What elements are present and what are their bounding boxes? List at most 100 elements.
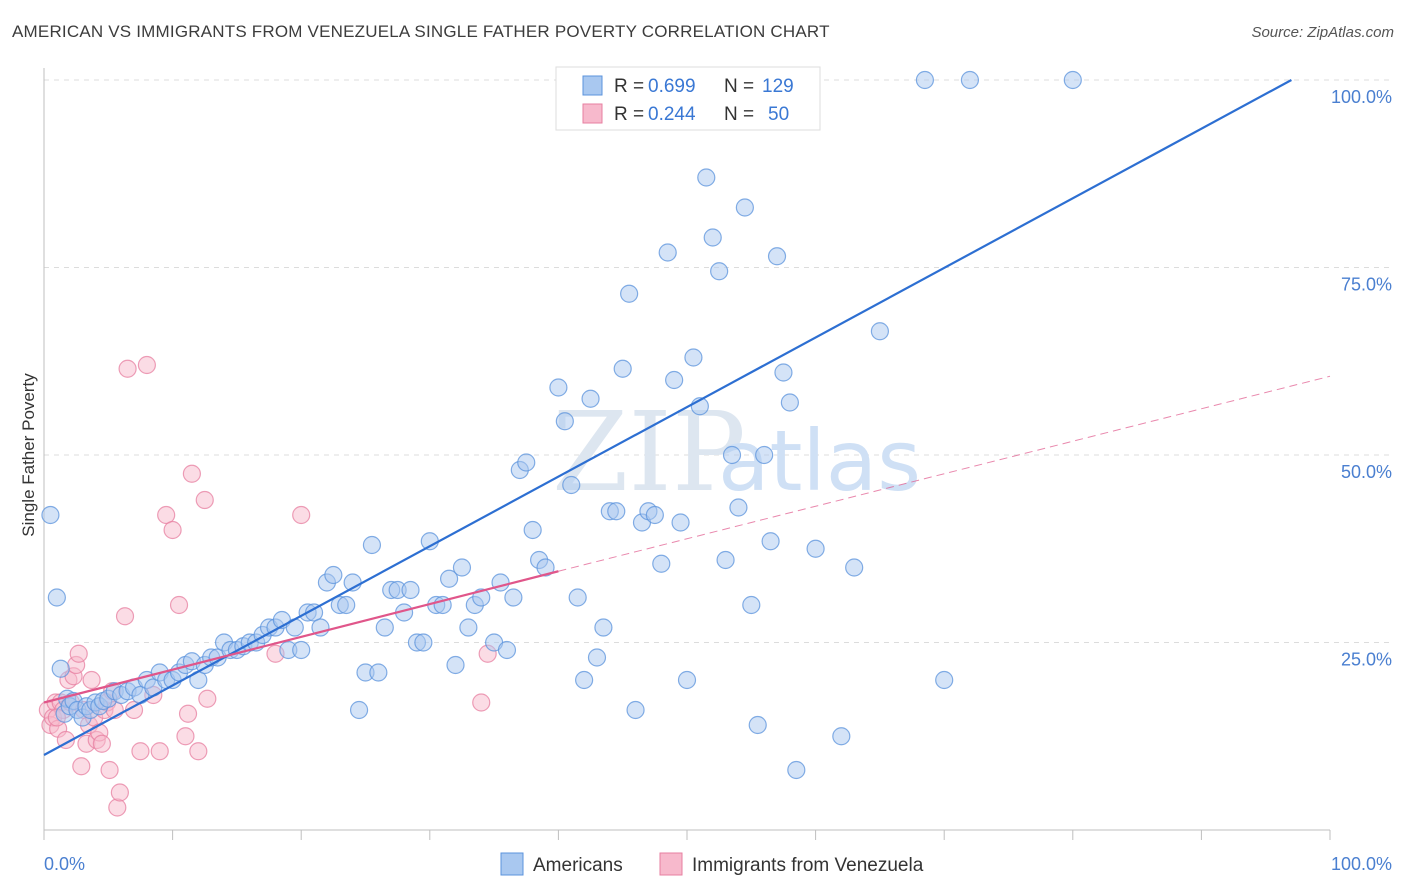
americans-trendline — [43, 79, 1292, 756]
americans-point — [645, 505, 664, 525]
legend-r-label-venezuela: R = — [614, 104, 644, 125]
watermark: ZIP atlas — [552, 388, 921, 516]
legend-r-value-venezuela: 0.244 — [648, 104, 696, 125]
legend-swatch-venezuela — [582, 103, 603, 124]
bottom-legend-swatch-venezuela — [659, 852, 683, 876]
americans-point — [549, 378, 568, 397]
venezuela-point — [189, 742, 208, 761]
americans-point — [742, 595, 761, 615]
americans-point — [774, 363, 793, 382]
x-tick-label-max: 100.0% — [1331, 854, 1392, 874]
americans-point — [369, 663, 388, 682]
bottom-legend-label-americans: Americans — [533, 855, 623, 876]
americans-point — [761, 532, 780, 551]
venezuela-point — [115, 607, 135, 626]
americans-point — [324, 565, 343, 585]
venezuela-point — [163, 520, 182, 540]
venezuela-point — [108, 798, 127, 817]
americans-point — [472, 588, 491, 607]
americans-point — [697, 168, 716, 187]
americans-point — [555, 412, 574, 431]
venezuela-trendline — [43, 570, 559, 704]
venezuela-point — [92, 734, 111, 753]
legend-n-label-americans: N = — [724, 76, 754, 97]
venezuela-point — [176, 727, 195, 746]
venezuela-points — [38, 355, 497, 817]
americans-point — [568, 588, 587, 607]
americans-point — [870, 322, 890, 341]
venezuela-point — [195, 490, 214, 510]
americans-point — [620, 284, 639, 303]
americans-point — [446, 655, 465, 675]
americans-point — [710, 262, 729, 281]
americans-point — [671, 513, 690, 532]
venezuela-point — [137, 355, 156, 375]
americans-point — [915, 70, 935, 90]
y-tick-label: 100.0% — [1331, 87, 1392, 107]
americans-point — [735, 198, 754, 217]
americans-point — [581, 389, 600, 408]
americans-point — [536, 558, 555, 577]
americans-point — [832, 727, 851, 746]
x-tick-label-min: 0.0% — [44, 854, 85, 874]
americans-point — [292, 640, 311, 660]
venezuela-point — [118, 359, 137, 378]
americans-point — [349, 700, 369, 720]
venezuela-point — [72, 757, 91, 776]
americans-point — [497, 640, 517, 660]
venezuela-point — [157, 505, 176, 525]
americans-point — [960, 70, 980, 90]
trendlines — [43, 79, 1331, 756]
americans-point — [935, 670, 954, 690]
americans-point — [787, 760, 806, 780]
americans-point — [337, 595, 356, 615]
americans-point — [459, 618, 478, 637]
y-tick-label: 25.0% — [1341, 650, 1392, 670]
venezuela-point — [182, 464, 201, 483]
venezuela-point — [169, 595, 189, 615]
legend-r-value-americans: 0.699 — [648, 76, 696, 97]
americans-point — [439, 569, 459, 588]
y-axis-label: Single Father Poverty — [19, 373, 38, 537]
legend-r-label-americans: R = — [614, 76, 644, 97]
y-tick-label: 50.0% — [1341, 462, 1392, 482]
legend-n-value-venezuela: 50 — [768, 104, 789, 125]
source-label: Source: ZipAtlas.com — [1251, 24, 1394, 41]
venezuela-point — [292, 505, 311, 525]
legend-n-value-americans: 129 — [762, 76, 794, 97]
venezuela-point — [100, 760, 119, 780]
americans-point — [607, 502, 626, 521]
venezuela-point — [131, 742, 150, 761]
americans-point — [594, 618, 613, 637]
x-ticks — [43, 830, 1331, 840]
americans-point — [722, 445, 742, 465]
americans-point — [47, 588, 66, 607]
americans-point — [41, 505, 60, 525]
americans-point — [748, 715, 767, 735]
americans-point — [523, 520, 542, 540]
venezuela-point — [69, 644, 88, 663]
venezuela-point — [110, 783, 129, 802]
americans-point — [1063, 70, 1082, 90]
bottom-legend-swatch-americans — [500, 852, 524, 876]
americans-point — [665, 370, 684, 390]
legend-swatch-americans — [582, 75, 603, 96]
americans-point — [452, 558, 472, 577]
americans-point — [767, 247, 787, 266]
venezuela-point — [150, 742, 169, 761]
americans-point — [613, 359, 632, 378]
americans-point — [652, 554, 671, 573]
americans-point — [729, 498, 748, 517]
watermark-zip: ZIP — [552, 388, 746, 516]
americans-point — [517, 453, 536, 472]
americans-point — [362, 535, 382, 555]
americans-points — [41, 70, 1082, 780]
americans-point — [658, 243, 677, 262]
americans-point — [51, 659, 70, 678]
americans-point — [587, 648, 607, 667]
x-tick-labels: 0.0% 100.0% — [44, 854, 1392, 874]
correlation-legend: R = 0.699 N = 129 R = 0.244 N = 50 — [555, 66, 821, 131]
americans-point — [626, 700, 645, 720]
americans-point — [575, 670, 594, 690]
